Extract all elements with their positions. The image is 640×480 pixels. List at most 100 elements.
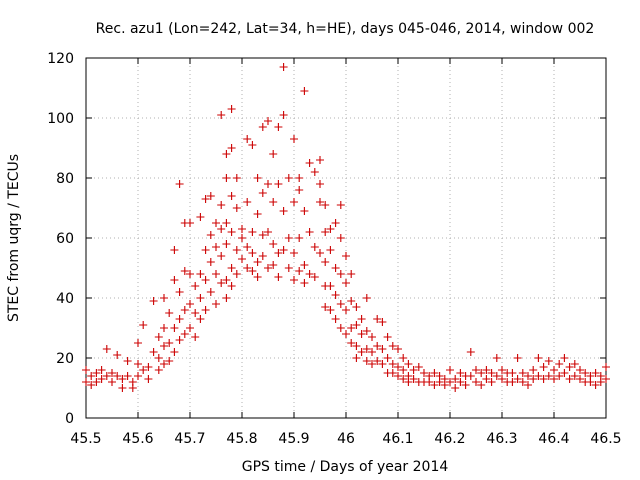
data-point	[222, 219, 231, 227]
data-point	[347, 339, 356, 347]
data-point	[362, 327, 371, 335]
data-point	[201, 195, 210, 203]
data-point	[102, 345, 111, 353]
y-tick-label: 120	[47, 51, 74, 67]
data-point	[300, 87, 309, 95]
data-point	[222, 276, 231, 284]
data-point	[175, 336, 184, 344]
data-point	[487, 369, 496, 377]
data-point	[258, 189, 267, 197]
data-point	[180, 330, 189, 338]
data-point	[123, 357, 132, 365]
data-point	[87, 372, 96, 380]
data-point	[160, 324, 168, 332]
data-point	[108, 378, 116, 386]
data-point	[295, 186, 304, 194]
data-point	[560, 354, 569, 362]
data-point	[435, 378, 444, 386]
data-point	[191, 309, 200, 317]
data-point	[425, 378, 434, 386]
data-point	[305, 270, 314, 278]
data-point	[550, 375, 558, 383]
data-point	[388, 369, 397, 377]
data-point	[175, 288, 184, 296]
y-axis-label: STEC from uqrg / TECUs	[6, 154, 22, 322]
data-point	[201, 306, 210, 314]
data-point	[92, 378, 101, 386]
data-point	[342, 330, 350, 338]
data-point	[446, 366, 454, 374]
data-point	[180, 267, 189, 275]
data-point	[310, 243, 319, 251]
data-point	[264, 180, 272, 188]
data-point	[326, 225, 335, 233]
data-point	[430, 381, 439, 389]
data-point	[180, 306, 189, 314]
data-point	[430, 369, 439, 377]
data-point	[581, 369, 590, 377]
data-point	[331, 264, 340, 272]
data-point	[399, 354, 408, 362]
data-point	[529, 375, 538, 383]
y-tick-label: 20	[56, 351, 74, 367]
data-point	[565, 363, 574, 371]
x-tick-label: 46.5	[590, 431, 621, 447]
data-point	[326, 282, 335, 290]
data-point	[352, 354, 361, 362]
data-point	[165, 309, 174, 317]
data-point	[154, 366, 163, 374]
data-point	[596, 378, 605, 386]
data-points	[82, 63, 610, 392]
data-point	[404, 360, 413, 368]
data-point	[253, 174, 262, 182]
data-point	[284, 264, 293, 272]
data-point	[217, 201, 226, 209]
data-point	[264, 228, 272, 236]
data-point	[357, 348, 366, 356]
data-point	[217, 111, 226, 119]
data-point	[316, 180, 324, 188]
data-point	[243, 243, 252, 251]
data-point	[269, 198, 278, 206]
data-point	[123, 372, 132, 380]
data-point	[347, 324, 356, 332]
data-point	[248, 141, 257, 149]
x-tick-label: 46.4	[538, 431, 569, 447]
data-point	[196, 294, 205, 302]
x-tick-label: 46	[337, 431, 355, 447]
data-point	[451, 375, 460, 383]
data-point	[368, 333, 376, 341]
data-point	[196, 315, 205, 323]
data-point	[316, 249, 324, 257]
data-point	[196, 270, 205, 278]
data-point	[331, 315, 340, 323]
data-point	[399, 375, 408, 383]
data-point	[274, 249, 283, 257]
data-point	[258, 252, 267, 260]
data-point	[477, 381, 486, 389]
data-point	[222, 294, 231, 302]
data-point	[336, 201, 345, 209]
data-point	[118, 384, 127, 392]
data-point	[217, 225, 226, 233]
data-point	[362, 357, 371, 365]
data-point	[529, 366, 538, 374]
data-point	[92, 369, 101, 377]
data-point	[420, 369, 428, 377]
data-point	[295, 174, 304, 182]
data-point	[373, 342, 382, 350]
data-point	[290, 198, 298, 206]
data-point	[253, 258, 262, 266]
data-point	[290, 249, 298, 257]
data-point	[232, 174, 241, 182]
data-point	[555, 360, 564, 368]
data-point	[362, 294, 371, 302]
data-point	[409, 375, 418, 383]
data-point	[466, 348, 475, 356]
data-point	[440, 381, 449, 389]
data-point	[264, 117, 272, 125]
data-point	[472, 366, 480, 374]
data-point	[482, 366, 491, 374]
data-point	[368, 348, 376, 356]
data-point	[524, 381, 532, 389]
